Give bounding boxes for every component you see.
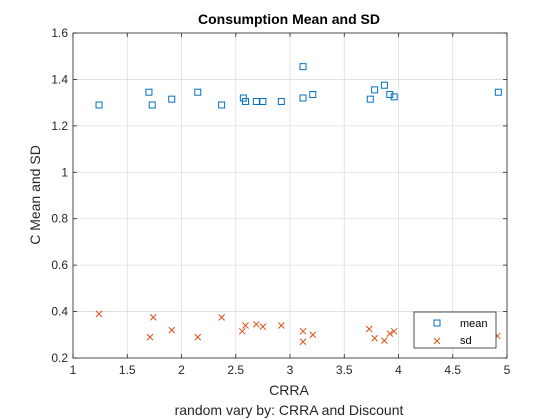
series-sd	[95, 310, 501, 346]
x-tick-label: 4.5	[444, 363, 461, 377]
mean-point	[386, 91, 394, 99]
x-tick-label: 3	[287, 363, 294, 377]
legend: mean sd	[413, 311, 497, 349]
mean-point	[145, 88, 153, 96]
sd-point	[371, 334, 378, 342]
x-axis-label: CRRA	[269, 382, 309, 398]
mean-point	[366, 95, 374, 103]
mean-point	[252, 97, 260, 105]
x-tick-label: 2.5	[227, 363, 244, 377]
mean-point	[390, 93, 398, 101]
x-tick-label: 1	[70, 363, 77, 377]
sd-point	[299, 338, 307, 346]
sd-point	[253, 320, 260, 328]
mean-point	[218, 101, 226, 109]
sd-point	[277, 322, 285, 329]
y-tick-label: 1.4	[51, 72, 68, 86]
mean-point	[299, 63, 307, 71]
y-tick-label: 0.4	[51, 305, 68, 319]
sd-point	[168, 326, 176, 334]
y-tick-label: 1.6	[51, 26, 68, 40]
x-tick-label: 2	[178, 363, 185, 377]
mean-point	[371, 86, 379, 94]
data-points	[95, 63, 502, 346]
chart-title: Consumption Mean and SD	[198, 11, 380, 27]
legend-box	[413, 311, 497, 349]
mean-point	[148, 101, 156, 109]
x-tick-label: 4	[395, 363, 402, 377]
sd-point	[390, 327, 398, 335]
sd-point	[218, 314, 225, 321]
mean-point	[95, 101, 103, 109]
sd-point	[259, 323, 267, 331]
series-mean	[95, 63, 502, 109]
sd-point	[381, 337, 388, 344]
x-tick-label: 5	[504, 363, 511, 377]
mean-point	[380, 81, 388, 89]
mean-point	[494, 88, 502, 96]
legend-mean-label: mean	[460, 318, 488, 330]
x-tick-label: 3.5	[336, 363, 353, 377]
mean-point	[309, 91, 317, 99]
y-tick-label: 0.2	[51, 351, 68, 365]
mean-point	[277, 97, 285, 105]
mean-point	[242, 97, 250, 105]
mean-point	[194, 88, 202, 96]
legend-mean-marker	[433, 319, 441, 327]
sd-point	[386, 330, 394, 337]
mean-point	[168, 95, 176, 103]
y-tick-label: 1	[61, 165, 68, 179]
x-axis-subtitle: random vary by: CRRA and Discount	[175, 402, 404, 418]
sd-point	[309, 331, 317, 339]
legend-sd-label: sd	[460, 335, 472, 347]
sd-point	[149, 314, 157, 321]
mean-point	[299, 94, 307, 102]
sd-point	[365, 325, 373, 333]
sd-point	[242, 322, 249, 329]
sd-point	[238, 327, 246, 335]
sd-point	[146, 333, 154, 341]
x-tick-label: 1.5	[119, 363, 136, 377]
y-axis-label: C Mean and SD	[27, 145, 43, 245]
sd-point	[299, 327, 307, 335]
mean-point	[259, 97, 267, 105]
legend-sd-marker	[433, 337, 441, 345]
y-tick-label: 0.6	[51, 258, 68, 272]
y-tick-label: 1.2	[51, 119, 68, 133]
ticks: 1 1.5 2 2.5 3 3.5 4 4.5 5 0.2 0.4 0.6 0.8 1 1.2 1.4 1.6	[51, 26, 510, 377]
sd-point	[95, 310, 103, 318]
sd-point	[194, 333, 202, 341]
y-tick-label: 0.8	[51, 212, 68, 226]
